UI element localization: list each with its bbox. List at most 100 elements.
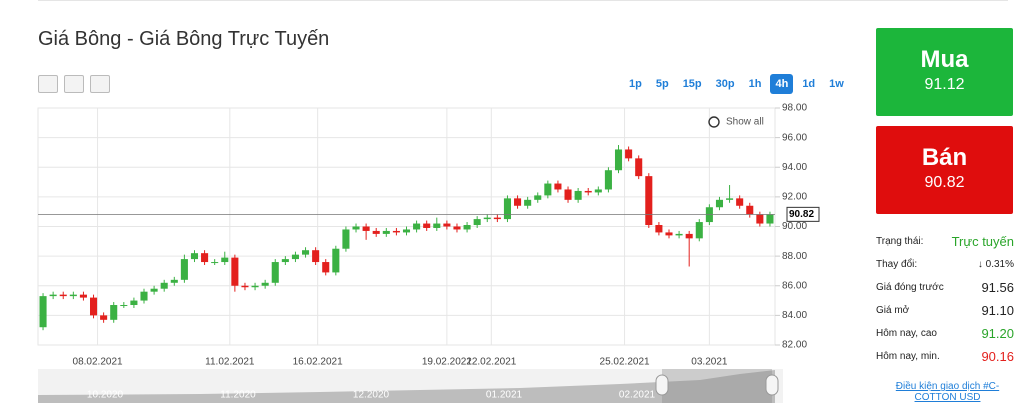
candle-body bbox=[302, 250, 310, 255]
tool-button[interactable] bbox=[64, 75, 84, 93]
info-value: 90.16 bbox=[981, 349, 1014, 364]
sell-price: 90.82 bbox=[924, 174, 965, 191]
candle-body bbox=[291, 254, 299, 260]
candle-body bbox=[655, 225, 663, 233]
x-tick-label: 22.02.2021 bbox=[466, 357, 516, 368]
candle-body bbox=[281, 259, 289, 263]
candle-body bbox=[211, 262, 219, 264]
x-tick-label: 25.02.2021 bbox=[600, 357, 650, 368]
y-tick-label: 94.00 bbox=[782, 162, 807, 173]
candle-body bbox=[59, 294, 67, 297]
candle-body bbox=[594, 189, 602, 193]
candle-body bbox=[726, 198, 734, 200]
timeframe-button[interactable]: 15p bbox=[682, 78, 702, 90]
candle-body bbox=[736, 198, 744, 206]
tool-button[interactable] bbox=[90, 75, 110, 93]
candle-body bbox=[443, 223, 451, 227]
last-price-label: 90.82 bbox=[789, 209, 814, 220]
candle-body bbox=[190, 253, 199, 260]
candle-body bbox=[251, 285, 259, 288]
candle-body bbox=[524, 199, 532, 206]
y-tick-label: 88.00 bbox=[782, 251, 807, 262]
info-value: 91.20 bbox=[981, 326, 1014, 341]
candle-body bbox=[110, 305, 118, 320]
candle-body bbox=[312, 250, 320, 263]
buy-button[interactable]: Mua 91.12 bbox=[876, 28, 1013, 116]
info-row: Hôm nay, cao 91.20 bbox=[876, 322, 1014, 345]
candle-body bbox=[503, 198, 511, 220]
info-row: Giá đóng trước 91.56 bbox=[876, 276, 1014, 299]
candle-body bbox=[675, 233, 683, 236]
info-value: ↓ 0.31% bbox=[977, 259, 1014, 270]
candle-body bbox=[89, 297, 98, 316]
candle-body bbox=[715, 199, 724, 208]
candle-body bbox=[140, 291, 148, 301]
last-price-tag bbox=[786, 206, 820, 222]
candle-body bbox=[69, 294, 77, 297]
timeframe-button[interactable]: 1h bbox=[748, 78, 762, 90]
candle-body bbox=[534, 195, 542, 200]
candle-body bbox=[645, 176, 653, 226]
navigator-handle[interactable] bbox=[765, 374, 779, 396]
timeframe-button[interactable]: 4h bbox=[770, 74, 794, 94]
candle-body bbox=[160, 282, 168, 289]
candle-body bbox=[332, 248, 340, 273]
sell-label: Bán bbox=[921, 144, 968, 171]
candle-body bbox=[402, 229, 411, 233]
candle-body bbox=[756, 214, 764, 224]
timeframe-button[interactable]: 1p bbox=[629, 78, 642, 90]
candle-body bbox=[413, 223, 421, 230]
info-label: Hôm nay, cao bbox=[876, 328, 937, 339]
candle-body bbox=[150, 288, 158, 292]
terms-link[interactable]: Điều kiện giao dịch #C-COTTON USD bbox=[895, 381, 1000, 403]
y-tick-label: 92.00 bbox=[782, 192, 807, 203]
info-value: 91.56 bbox=[981, 280, 1014, 295]
candle-body bbox=[241, 285, 249, 288]
timeframe-button[interactable]: 1w bbox=[829, 78, 844, 90]
timeframe-button[interactable]: 30p bbox=[715, 78, 735, 90]
tool-button[interactable] bbox=[38, 75, 58, 93]
candle-body bbox=[352, 226, 360, 230]
buy-price: 91.12 bbox=[924, 76, 965, 93]
candle-body bbox=[392, 230, 400, 233]
candle-body bbox=[625, 149, 633, 159]
candle-body bbox=[685, 233, 693, 239]
info-row: Trạng thái: Trực tuyến bbox=[876, 230, 1014, 253]
candle-body bbox=[100, 315, 108, 320]
candle-body bbox=[231, 257, 239, 286]
navigator-label: 02.2021 bbox=[619, 390, 656, 401]
candle-body bbox=[614, 149, 623, 171]
chart-tools bbox=[38, 75, 110, 93]
info-label: Hôm nay, min. bbox=[876, 351, 940, 362]
candle-body bbox=[544, 183, 552, 196]
info-row: Thay đổi: ↓ 0.31% bbox=[876, 253, 1014, 276]
navigator-label: 10.2020 bbox=[87, 390, 124, 401]
candle-body bbox=[120, 305, 128, 307]
candle-body bbox=[180, 259, 188, 280]
timeframe-button[interactable]: 5p bbox=[655, 78, 669, 90]
candle-body bbox=[433, 223, 441, 228]
candle-body bbox=[493, 217, 501, 220]
candle-body bbox=[322, 262, 330, 273]
buy-label: Mua bbox=[920, 46, 969, 73]
info-value: Trực tuyến bbox=[951, 234, 1014, 249]
navigator-label: 01.2021 bbox=[486, 390, 523, 401]
zoom-icon bbox=[708, 116, 720, 128]
candle-body bbox=[635, 158, 643, 177]
candle-body bbox=[463, 225, 471, 230]
candle-body bbox=[514, 198, 522, 206]
sell-button[interactable]: Bán 90.82 bbox=[876, 126, 1013, 214]
candle-body bbox=[201, 253, 209, 263]
x-tick-label: 19.02.2021 bbox=[422, 357, 472, 368]
info-value: 91.10 bbox=[981, 303, 1014, 318]
navigator-handle[interactable] bbox=[655, 374, 669, 396]
info-label: Giá mở bbox=[876, 305, 910, 316]
candle-body bbox=[342, 229, 350, 249]
x-tick-label: 11.02.2021 bbox=[205, 357, 255, 368]
timeframe-button[interactable]: 1d bbox=[802, 78, 816, 90]
x-tick-label: 03.2021 bbox=[691, 357, 728, 368]
candle-body bbox=[665, 232, 673, 236]
candle-body bbox=[483, 217, 491, 220]
quote-info: Trạng thái: Trực tuyến Thay đổi: ↓ 0.31% Giá… bbox=[876, 230, 1014, 368]
info-label: Thay đổi: bbox=[876, 259, 918, 270]
